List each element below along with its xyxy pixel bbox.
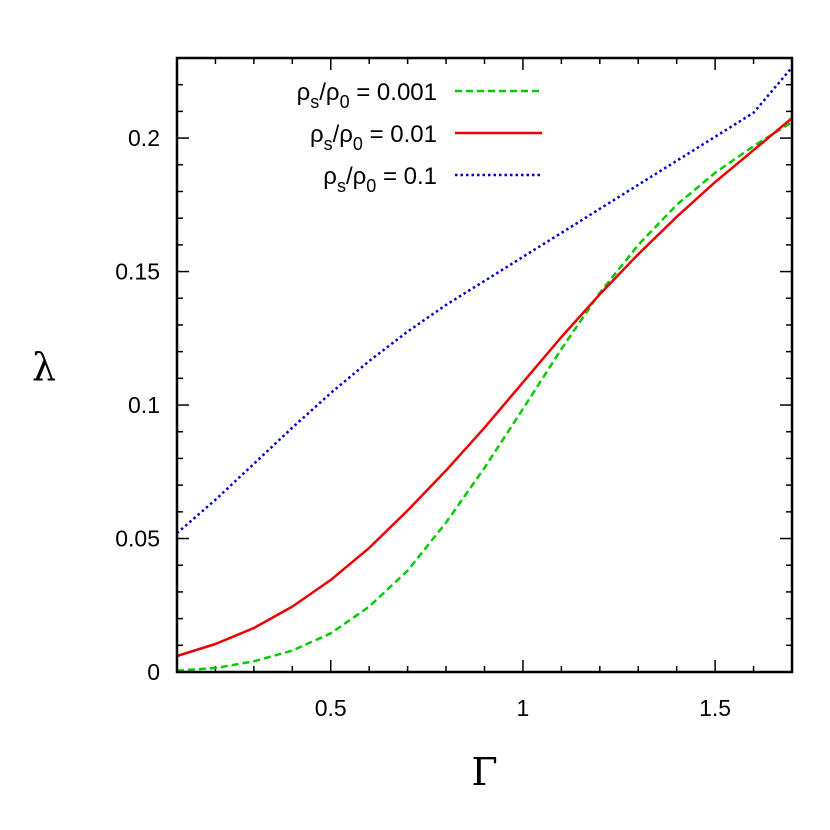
y-tick-label: 0 — [147, 659, 160, 685]
legend-text-part: / — [319, 79, 326, 106]
legend-text-part: / — [333, 121, 340, 148]
legend-text-part: ρ — [326, 79, 340, 106]
legend-subscript: 0 — [353, 134, 363, 154]
legend-text-part: = 0.1 — [376, 163, 437, 190]
legend-subscript: s — [324, 134, 333, 154]
legend-label-2: ρs/ρ0 = 0.01 — [310, 121, 437, 154]
y-tick-label: 0.15 — [115, 259, 160, 285]
series-line-3 — [176, 66, 793, 535]
legend-subscript: s — [337, 176, 346, 196]
x-tick-label: 1 — [517, 695, 530, 721]
legend-text-part: ρ — [353, 163, 367, 190]
legend-text-part: ρ — [323, 163, 337, 190]
legend-text-part: ρ — [297, 79, 311, 106]
series-lines — [176, 66, 793, 672]
x-tick-label: 1.5 — [699, 695, 731, 721]
legend-subscript: s — [310, 92, 319, 112]
series-line-1 — [176, 121, 793, 672]
y-tick-label: 0.1 — [128, 392, 160, 418]
y-axis-title: λ — [32, 345, 56, 389]
y-tick-label: 0.2 — [128, 125, 160, 151]
legend-text-part: ρ — [310, 121, 324, 148]
legend-text-part: = 0.001 — [350, 79, 437, 106]
legend-subscript: 0 — [366, 176, 376, 196]
minor-ticks — [177, 58, 792, 672]
x-tick-labels: 0.5 1 1.5 — [315, 695, 731, 721]
legend-text-part: ρ — [339, 121, 353, 148]
y-tick-label: 0.05 — [115, 526, 160, 552]
major-ticks — [177, 58, 792, 673]
y-tick-labels: 0 0.05 0.1 0.15 0.2 — [115, 125, 160, 685]
series-line-2 — [176, 117, 793, 658]
plot-frame — [175, 56, 794, 674]
x-axis-title: Γ — [471, 750, 497, 794]
legend-text-part: / — [346, 163, 353, 190]
x-tick-label: 0.5 — [315, 695, 347, 721]
legend-label-3: ρs/ρ0 = 0.1 — [323, 163, 437, 196]
legend-text-part: = 0.01 — [363, 121, 437, 148]
legend-label-1: ρs/ρ0 = 0.001 — [297, 79, 437, 112]
legend-subscript: 0 — [340, 92, 350, 112]
